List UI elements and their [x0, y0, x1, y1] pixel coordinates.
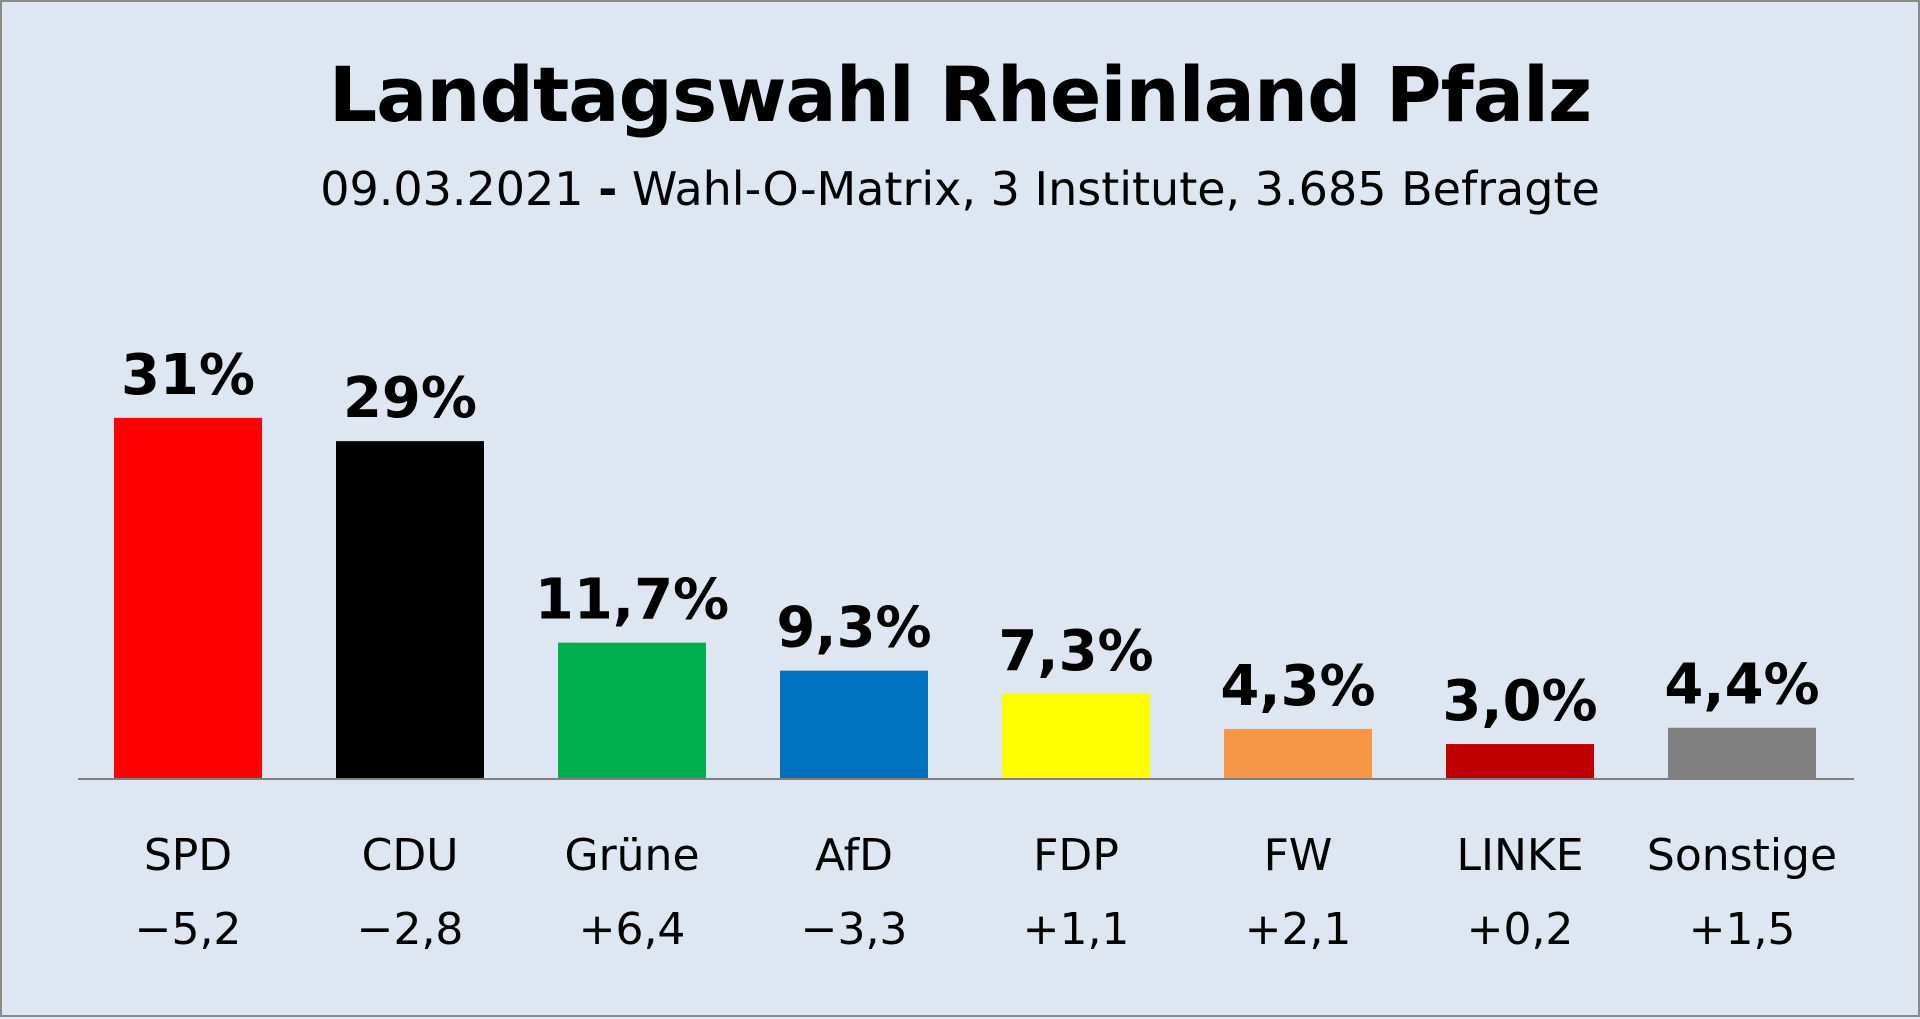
chart-title: Landtagswahl Rheinland Pfalz: [328, 50, 1593, 139]
category-label-linke: LINKE: [1456, 830, 1583, 881]
subtitle-date: 09.03.2021: [320, 162, 584, 216]
value-label-fw: 4,3%: [1220, 654, 1375, 719]
subtitle-separator: -: [598, 162, 618, 216]
value-label-linke: 3,0%: [1442, 669, 1597, 734]
value-label-fdp: 7,3%: [998, 619, 1153, 684]
value-label-afd: 9,3%: [776, 596, 931, 661]
category-label-spd: SPD: [144, 830, 232, 881]
change-label-cdu: −2,8: [357, 904, 464, 955]
change-label-spd: −5,2: [135, 904, 242, 955]
value-label-gruene: 11,7%: [535, 568, 729, 633]
change-label-gruene: +6,4: [579, 904, 686, 955]
bar-linke: [1446, 744, 1594, 779]
category-label-gruene: Grüne: [564, 830, 699, 881]
bar-fdp: [1002, 693, 1150, 779]
category-label-fdp: FDP: [1033, 830, 1119, 881]
value-label-spd: 31%: [121, 343, 255, 408]
subtitle-source: Wahl-O-Matrix, 3 Institute, 3.685 Befrag…: [631, 162, 1600, 216]
bar-gruene: [558, 642, 706, 779]
category-label-cdu: CDU: [362, 830, 459, 881]
category-label-sonstige: Sonstige: [1647, 830, 1837, 881]
category-label-afd: AfD: [815, 830, 893, 881]
bar-fw: [1224, 728, 1372, 779]
bar-sonstige: [1668, 727, 1816, 779]
bars-layer: [114, 417, 1816, 779]
category-label-fw: FW: [1264, 830, 1333, 881]
labels-layer: 31% SPD −5,2 29% CDU −2,8 11,7% Grüne +6,4 9,3% Af…: [121, 343, 1837, 955]
value-label-cdu: 29%: [343, 366, 477, 431]
change-label-fw: +2,1: [1245, 904, 1352, 955]
value-label-sonstige: 4,4%: [1664, 653, 1819, 718]
bar-afd: [780, 670, 928, 779]
change-label-linke: +0,2: [1467, 904, 1574, 955]
bar-cdu: [336, 441, 484, 779]
chart-subtitle: 09.03.2021 - Wahl-O-Matrix, 3 Institute,…: [2, 162, 1918, 216]
change-label-sonstige: +1,5: [1689, 904, 1796, 955]
bar-spd: [114, 417, 262, 779]
change-label-fdp: +1,1: [1023, 904, 1130, 955]
change-label-afd: −3,3: [801, 904, 908, 955]
